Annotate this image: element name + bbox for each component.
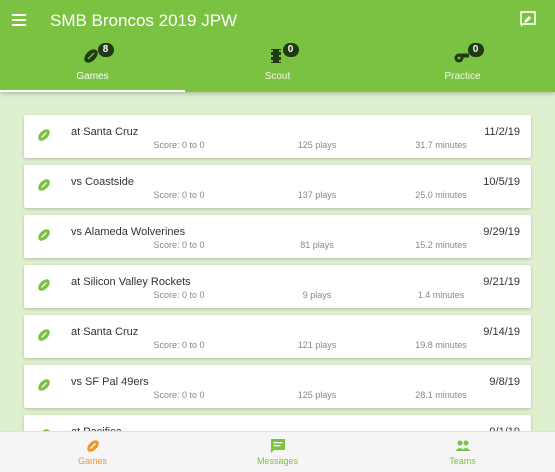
game-opponent: vs Coastside — [71, 176, 134, 188]
nav-label: Games — [77, 456, 107, 466]
game-card[interactable]: vs Coastside 10/5/19 Score: 0 to 0 137 p… — [24, 165, 531, 208]
tab-label: Scout — [264, 71, 291, 82]
football-icon — [38, 329, 50, 341]
game-score: Score: 0 to 0 — [153, 340, 205, 350]
game-minutes: 25.0 minutes — [415, 190, 467, 200]
game-minutes: 19.8 minutes — [415, 340, 467, 350]
game-minutes: 1.4 minutes — [417, 290, 465, 300]
people-icon — [455, 440, 470, 451]
game-score: Score: 0 to 0 — [153, 390, 205, 400]
game-opponent: at Silicon Valley Rockets — [71, 276, 191, 288]
game-date: 9/14/19 — [483, 326, 520, 338]
game-plays: 81 plays — [300, 240, 334, 250]
game-plays: 125 plays — [297, 140, 337, 150]
nav-teams[interactable]: Teams — [370, 432, 555, 472]
tab-games[interactable]: 8 Games — [0, 40, 185, 92]
feedback-icon[interactable] — [519, 10, 537, 28]
game-opponent: at Santa Cruz — [71, 126, 139, 138]
football-icon — [38, 279, 50, 291]
whistle-icon — [454, 53, 469, 63]
nav-label: Teams — [449, 456, 476, 466]
film-icon — [270, 49, 281, 63]
game-date: 9/21/19 — [483, 276, 520, 288]
game-plays: 121 plays — [297, 340, 337, 350]
tab-label: Games — [76, 71, 109, 82]
game-minutes: 15.2 minutes — [415, 240, 467, 250]
game-score: Score: 0 to 0 — [153, 240, 205, 250]
football-icon — [38, 379, 50, 391]
app-title: SMB Broncos 2019 JPW — [50, 11, 238, 30]
football-icon — [38, 229, 50, 241]
tab-practice[interactable]: 0 Practice — [370, 40, 555, 92]
game-plays: 125 plays — [297, 390, 337, 400]
tab-bar: 8 Games 0 Scout 0 Practice — [0, 40, 555, 92]
game-date: 10/5/19 — [483, 176, 520, 188]
football-icon — [38, 179, 50, 191]
tab-scout[interactable]: 0 Scout — [185, 40, 370, 92]
football-icon — [86, 440, 99, 452]
game-minutes: 28.1 minutes — [415, 390, 467, 400]
game-score: Score: 0 to 0 — [153, 140, 205, 150]
game-plays: 137 plays — [297, 190, 337, 200]
game-opponent: vs SF Pal 49ers — [71, 376, 149, 388]
game-minutes: 31.7 minutes — [415, 140, 467, 150]
game-date: 9/8/19 — [489, 376, 520, 388]
game-plays: 9 plays — [302, 290, 332, 300]
tab-label: Practice — [444, 71, 481, 82]
game-card[interactable]: at Santa Cruz 9/14/19 Score: 0 to 0 121 … — [24, 315, 531, 358]
football-icon — [83, 49, 98, 63]
tab-count-badge: 8 — [97, 43, 114, 57]
app-bar: SMB Broncos 2019 JPW 8 Games 0 — [0, 0, 555, 92]
game-score: Score: 0 to 0 — [153, 190, 205, 200]
tab-count-badge: 0 — [282, 43, 299, 57]
football-icon — [38, 129, 50, 141]
bottom-navigation: Games Messages Teams — [0, 431, 555, 472]
game-date: 9/29/19 — [483, 226, 520, 238]
game-card[interactable]: vs SF Pal 49ers 9/8/19 Score: 0 to 0 125… — [24, 365, 531, 408]
game-opponent: vs Alameda Wolverines — [71, 226, 186, 238]
message-icon — [270, 439, 285, 453]
nav-label: Messages — [256, 456, 299, 466]
menu-icon[interactable] — [10, 10, 30, 30]
game-card[interactable]: vs Alameda Wolverines 9/29/19 Score: 0 t… — [24, 215, 531, 258]
nav-games[interactable]: Games — [0, 432, 185, 472]
game-card[interactable]: at Silicon Valley Rockets 9/21/19 Score:… — [24, 265, 531, 308]
game-card[interactable]: at Santa Cruz 11/2/19 Score: 0 to 0 125 … — [24, 115, 531, 158]
tab-count-badge: 0 — [467, 43, 484, 57]
game-date: 11/2/19 — [484, 126, 520, 138]
game-score: Score: 0 to 0 — [153, 290, 205, 300]
nav-messages[interactable]: Messages — [185, 432, 370, 472]
game-opponent: at Santa Cruz — [71, 326, 139, 338]
